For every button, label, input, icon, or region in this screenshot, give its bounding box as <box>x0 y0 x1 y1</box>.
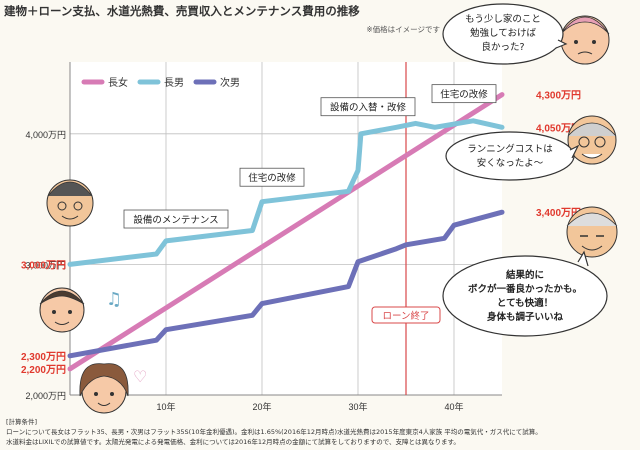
face-top-right <box>560 15 610 65</box>
chart-title: 建物＋ローン支払、水道光熱費、売買収入とメンテナンス費用の推移 <box>4 4 360 18</box>
face-left-mid <box>46 179 94 227</box>
speech-bubble-bottom: 結果的に ボクが一番良かったかも。 とても快適！ 身体も調子いいね <box>442 250 608 337</box>
annotation-text: 設備の入替・改修 <box>330 102 407 114</box>
footnote-heading: [計算条件] <box>6 418 38 426</box>
start-value-label: 3,000万円 <box>21 259 66 271</box>
heart-icon: ♡ <box>133 367 147 386</box>
x-tick-label: 30年 <box>348 401 367 412</box>
value-labels: 2,200万円4,300万円3,000万円4,050万円2,300万円3,400… <box>21 90 581 376</box>
price-note: ※価格はイメージです <box>366 25 440 34</box>
annotation-text: 設備のメンテナンス <box>133 214 218 226</box>
end-value-label: 4,300万円 <box>536 90 581 102</box>
bubble-top-line-3: 良かった? <box>481 41 524 53</box>
face-bottom-right <box>566 206 618 258</box>
bubble-mid-line-1: ランニングコストは <box>467 143 553 155</box>
y-tick-label: 2,000万円 <box>25 391 66 401</box>
face-left-bottom <box>79 363 129 414</box>
footnote-line-2: 水道料金はLIXILでの試算値です。太陽光発電による発電価格、金利については20… <box>6 438 460 446</box>
legend-label: 長女 <box>108 76 128 89</box>
speech-bubble-mid: ランニングコストは 安くなったよ～ <box>445 131 580 181</box>
x-tick-label: 40年 <box>444 401 463 412</box>
music-note-icon: ♫ <box>106 289 122 310</box>
bubble-top-line-1: もう少し家のこと <box>465 13 541 25</box>
series-line-次男 <box>67 209 505 359</box>
annotation-box <box>123 209 229 229</box>
bubble-bottom-line-4: 身体も調子いいね <box>487 311 564 323</box>
annotation-text: 住宅の改修 <box>248 172 296 184</box>
loan-end-marker: ローン終了 <box>371 62 441 395</box>
annotation-box <box>320 97 416 117</box>
series-line-長女 <box>67 92 505 372</box>
annotation-box <box>431 84 497 104</box>
end-value-label: 3,400万円 <box>536 207 581 219</box>
x-tick-label: 10年 <box>156 401 175 412</box>
bubble-bottom-line-1: 結果的に <box>506 269 544 281</box>
y-tick-label: 3,000万円 <box>25 260 66 270</box>
legend-label: 長男 <box>164 77 184 89</box>
footnote: [計算条件] ローンについて長女はフラット35、長男・次男はフラット35S(10… <box>6 417 634 447</box>
annotation-text: 住宅の改修 <box>440 89 488 101</box>
annotation-box <box>239 167 305 187</box>
bubble-bottom-line-3: とても快適！ <box>497 297 553 309</box>
axes: 10年 20年 30年 40年 2,000万円 3,000万円 4,000万円 <box>25 62 502 412</box>
plot-area <box>70 62 502 395</box>
legend-label: 次男 <box>220 76 240 89</box>
x-tick-label: 20年 <box>252 401 271 412</box>
loan-end-label: ローン終了 <box>382 310 429 322</box>
start-value-label: 2,200万円 <box>21 364 66 376</box>
series-lines <box>67 92 505 372</box>
bubble-top-line-2: 勉強しておけば <box>470 27 536 39</box>
y-tick-label: 4,000万円 <box>25 130 66 140</box>
start-value-label: 2,300万円 <box>21 351 66 363</box>
bubble-mid-line-2: 安くなったよ～ <box>477 157 544 169</box>
series-line-長男 <box>67 118 505 267</box>
legend: 長女 長男 次男 <box>81 76 240 89</box>
face-mid-right <box>567 115 617 165</box>
bubble-bottom-line-2: ボクが一番良かったかも。 <box>468 283 582 295</box>
loan-end-box <box>371 306 441 324</box>
footnote-line-1: ローンについて長女はフラット35、長男・次男はフラット35S(10年金利優遇)。… <box>6 428 542 436</box>
speech-bubble-top: もう少し家のこと 勉強しておけば 良かった? <box>442 3 568 65</box>
face-left-low <box>39 287 85 333</box>
